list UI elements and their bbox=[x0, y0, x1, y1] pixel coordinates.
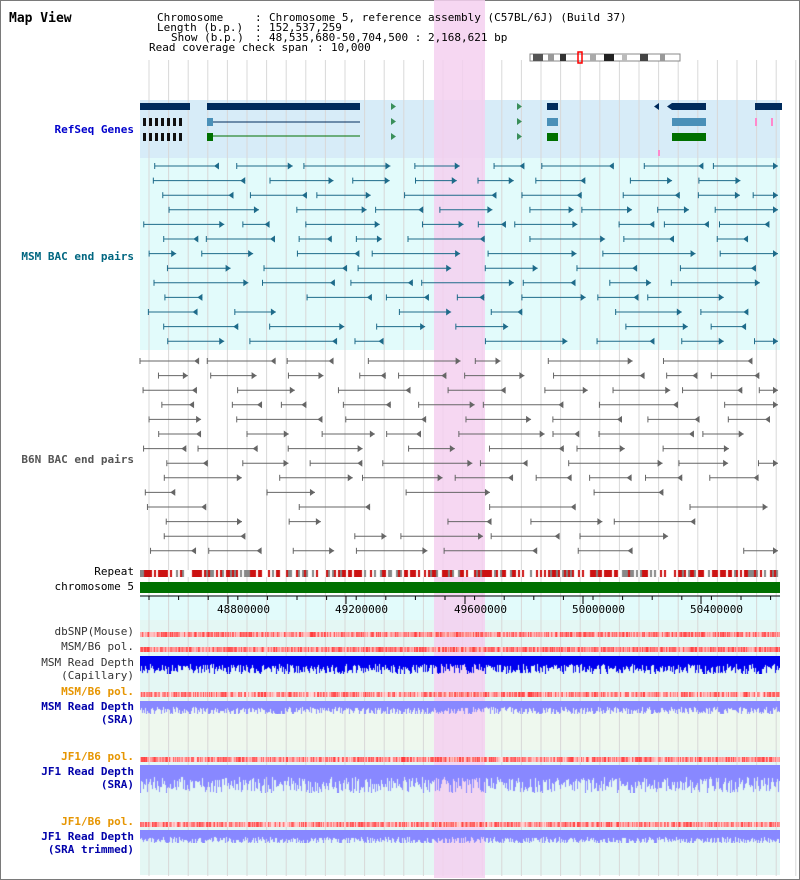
repeat-label: Repeat bbox=[94, 565, 134, 578]
chromosome-key: Chromosome bbox=[157, 11, 224, 24]
jf1-read-depth-trimmed-sub: (SRA trimmed) bbox=[47, 843, 134, 856]
length-value: 152,537,259 bbox=[269, 21, 342, 34]
b6n-bac-end-pairs-label[interactable]: B6N BAC end pairs bbox=[21, 453, 134, 466]
selected-region-highlight bbox=[434, 0, 485, 878]
gene-feature bbox=[207, 103, 360, 110]
dbsnp-track bbox=[140, 627, 780, 637]
coverage-value: 10,000 bbox=[331, 41, 371, 54]
strand-arrow bbox=[667, 103, 672, 110]
strand-arrow bbox=[391, 103, 396, 110]
gene-feature bbox=[672, 118, 706, 126]
msm-b6-pol-label-2: MSM/B6 pol. bbox=[61, 685, 134, 698]
gene-feature bbox=[547, 103, 558, 110]
chromosome-label: chromosome 5 bbox=[54, 580, 134, 593]
chromosome-value: Chromosome 5, reference assembly (C57BL/… bbox=[269, 11, 627, 24]
msm-read-depth-capillary-sub: (Capillary) bbox=[61, 669, 134, 682]
ideogram-position-marker bbox=[577, 51, 583, 64]
strand-arrow bbox=[391, 118, 396, 125]
axis-tick-label: 50400000 bbox=[690, 603, 743, 616]
jf1-read-depth-sra-track bbox=[140, 765, 780, 793]
gene-feature bbox=[207, 118, 213, 126]
msm-bac-end-pairs-label[interactable]: MSM BAC end pairs bbox=[21, 250, 134, 263]
jf1-read-depth-trimmed-label: JF1 Read Depth bbox=[41, 830, 134, 843]
refseq-genes-label[interactable]: RefSeq Genes bbox=[54, 123, 134, 136]
msm-read-depth-capillary-label: MSM Read Depth bbox=[41, 656, 134, 669]
msm-read-depth-sra-track bbox=[140, 700, 780, 714]
msm-read-depth-capillary-track bbox=[140, 656, 780, 674]
strand-arrow bbox=[517, 133, 522, 140]
strand-arrow bbox=[391, 133, 396, 140]
strand-arrow bbox=[517, 118, 522, 125]
strand-arrow bbox=[654, 103, 659, 110]
show-value: 48,535,680-50,704,500 : 2,168,621 bp bbox=[269, 31, 508, 44]
gene-feature bbox=[207, 133, 213, 141]
axis-tick-label: 49200000 bbox=[335, 603, 388, 616]
axis-tick-label: 48800000 bbox=[217, 603, 270, 616]
gene-feature bbox=[547, 118, 558, 126]
msm-b6-pol-track-2 bbox=[140, 687, 780, 697]
jf1-read-depth-sra-label: JF1 Read Depth bbox=[41, 765, 134, 778]
gene-feature bbox=[547, 133, 558, 141]
jf1-read-depth-trimmed-track bbox=[140, 829, 780, 843]
axis-tick-label: 49600000 bbox=[454, 603, 507, 616]
msm-read-depth-sra-sub: (SRA) bbox=[100, 713, 134, 726]
jf1-b6-pol-track bbox=[140, 752, 780, 762]
jf1-b6-pol-label-2: JF1/B6 pol. bbox=[61, 815, 134, 828]
page-title: Map View bbox=[9, 11, 72, 26]
gene-feature bbox=[140, 103, 190, 110]
repeat-track bbox=[140, 566, 780, 577]
strand-arrow bbox=[517, 103, 522, 110]
gene-feature bbox=[672, 133, 706, 141]
gene-feature bbox=[755, 103, 782, 110]
jf1-b6-pol-track-2 bbox=[140, 817, 780, 827]
jf1-read-depth-sra-sub: (SRA) bbox=[100, 778, 134, 791]
msm-read-depth-sra-label: MSM Read Depth bbox=[41, 700, 134, 713]
axis-tick-label: 50000000 bbox=[572, 603, 625, 616]
chromosome-bar bbox=[140, 582, 780, 593]
coverage-key: Read coverage check span bbox=[149, 41, 308, 54]
jf1-b6-pol-label: JF1/B6 pol. bbox=[61, 750, 134, 763]
show-key: Show (b.p.) bbox=[171, 31, 244, 44]
length-key: Length (b.p.) bbox=[157, 21, 244, 34]
msm-b6-pol-label: MSM/B6 pol. bbox=[61, 640, 134, 653]
dbsnp-label: dbSNP(Mouse) bbox=[54, 625, 134, 638]
msm-b6-pol-track bbox=[140, 642, 780, 652]
gene-feature bbox=[672, 103, 706, 110]
